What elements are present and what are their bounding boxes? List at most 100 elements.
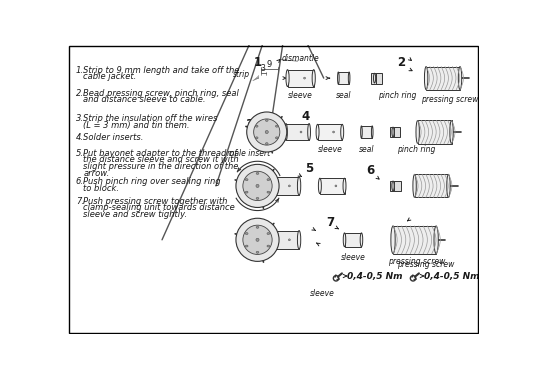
Ellipse shape <box>392 181 394 191</box>
Ellipse shape <box>360 233 363 247</box>
Text: 6: 6 <box>366 164 375 177</box>
Ellipse shape <box>286 70 289 87</box>
Circle shape <box>288 239 290 241</box>
Text: 3.: 3. <box>76 114 84 123</box>
Ellipse shape <box>267 245 270 247</box>
Ellipse shape <box>360 126 362 138</box>
Text: 4.: 4. <box>76 133 84 142</box>
Text: pressing screw: pressing screw <box>397 260 454 269</box>
Text: seal: seal <box>336 91 351 100</box>
Ellipse shape <box>372 126 373 138</box>
Text: sleeve and screw tightly.: sleeve and screw tightly. <box>83 210 187 219</box>
Text: 3: 3 <box>261 64 266 73</box>
Ellipse shape <box>447 174 450 198</box>
Ellipse shape <box>434 226 438 254</box>
Bar <box>318 124 342 140</box>
Ellipse shape <box>337 72 339 84</box>
Bar <box>390 127 396 137</box>
Bar <box>320 178 344 194</box>
Text: sleeve: sleeve <box>288 91 313 100</box>
Ellipse shape <box>391 226 395 254</box>
Ellipse shape <box>316 124 319 140</box>
Ellipse shape <box>267 232 270 234</box>
Text: Push pressing screw together with: Push pressing screw together with <box>83 197 228 206</box>
Circle shape <box>247 112 287 152</box>
Circle shape <box>288 185 290 187</box>
Text: arrow.: arrow. <box>83 169 109 178</box>
Text: cable jacket.: cable jacket. <box>83 72 137 81</box>
Text: Bead pressing screw, pinch ring, seal: Bead pressing screw, pinch ring, seal <box>83 89 239 98</box>
Text: Put bayonet adapter to the thread of: Put bayonet adapter to the thread of <box>83 149 238 158</box>
Bar <box>344 233 362 247</box>
Bar <box>371 73 377 84</box>
Text: Push pinch ring over sealing ring: Push pinch ring over sealing ring <box>83 177 221 186</box>
Ellipse shape <box>245 245 248 247</box>
Text: 1: 1 <box>254 56 262 69</box>
Text: clamp-sealing unit towards distance: clamp-sealing unit towards distance <box>83 203 235 212</box>
Ellipse shape <box>450 120 453 144</box>
Ellipse shape <box>256 251 259 253</box>
Ellipse shape <box>343 178 346 194</box>
Bar <box>287 70 313 87</box>
Circle shape <box>256 184 259 188</box>
Text: pressing screw: pressing screw <box>421 95 478 104</box>
Text: 4: 4 <box>301 110 309 123</box>
Text: slight pressure in the direction of the: slight pressure in the direction of the <box>83 162 239 171</box>
Ellipse shape <box>256 198 259 200</box>
Bar <box>362 126 372 138</box>
Ellipse shape <box>297 177 301 195</box>
Circle shape <box>243 225 272 255</box>
Bar <box>414 174 449 198</box>
Bar <box>394 127 400 137</box>
Circle shape <box>333 131 334 133</box>
Text: Strip to 9 mm length and take off the: Strip to 9 mm length and take off the <box>83 66 240 75</box>
Ellipse shape <box>265 119 268 122</box>
Text: 7: 7 <box>326 216 334 229</box>
Text: 6.: 6. <box>76 177 84 186</box>
Circle shape <box>304 77 305 79</box>
Ellipse shape <box>458 66 462 90</box>
Text: sleeve: sleeve <box>341 253 365 262</box>
Ellipse shape <box>256 226 259 228</box>
Text: 5: 5 <box>305 162 313 176</box>
Circle shape <box>265 130 268 134</box>
Text: 2.: 2. <box>76 89 84 98</box>
Text: dismantle: dismantle <box>282 54 320 63</box>
Text: 7.: 7. <box>76 197 84 206</box>
Circle shape <box>236 164 279 207</box>
Text: pressing screw: pressing screw <box>388 257 445 266</box>
Text: the distance sleeve and screw it with: the distance sleeve and screw it with <box>83 156 239 165</box>
Ellipse shape <box>256 172 259 174</box>
Ellipse shape <box>270 177 273 195</box>
Circle shape <box>243 171 272 201</box>
Bar <box>375 73 382 84</box>
Ellipse shape <box>312 70 315 87</box>
Text: to block.: to block. <box>83 184 120 193</box>
Ellipse shape <box>413 174 417 198</box>
Text: sleeve: sleeve <box>317 145 342 154</box>
Ellipse shape <box>255 137 258 139</box>
Text: 9: 9 <box>266 60 272 69</box>
Ellipse shape <box>276 137 278 139</box>
Ellipse shape <box>245 191 248 193</box>
Ellipse shape <box>267 191 270 193</box>
Ellipse shape <box>245 232 248 234</box>
Text: (L = 3 mm) and tin them.: (L = 3 mm) and tin them. <box>83 121 190 130</box>
Text: seal: seal <box>359 145 374 154</box>
Ellipse shape <box>416 120 419 144</box>
Text: Solder inserts.: Solder inserts. <box>83 133 144 142</box>
Ellipse shape <box>425 66 428 90</box>
Text: pinch ring: pinch ring <box>379 91 417 100</box>
Circle shape <box>300 131 302 133</box>
Bar <box>418 120 452 144</box>
Ellipse shape <box>245 179 248 181</box>
Ellipse shape <box>285 123 287 141</box>
Circle shape <box>236 218 279 261</box>
Ellipse shape <box>373 73 375 83</box>
Text: male insert: male insert <box>227 149 271 158</box>
Ellipse shape <box>308 123 310 141</box>
Bar <box>271 177 299 195</box>
Ellipse shape <box>341 124 344 140</box>
Bar <box>426 66 460 90</box>
Bar <box>339 72 349 84</box>
